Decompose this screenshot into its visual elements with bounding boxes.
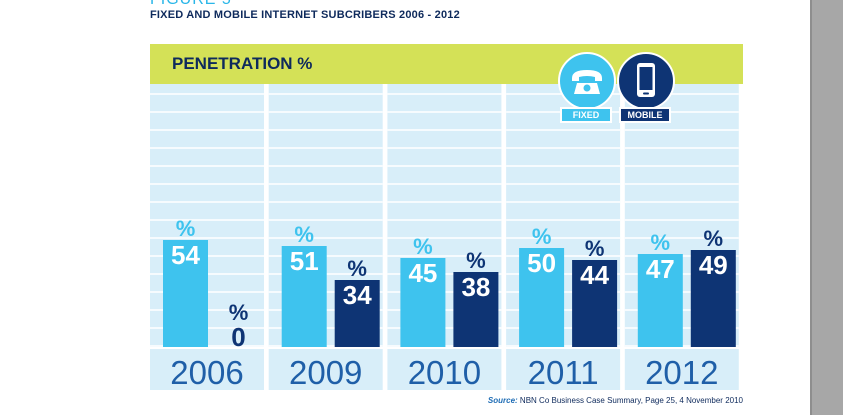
percent-sign-label: % (413, 234, 433, 259)
data-label: 54 (171, 240, 200, 270)
legend-fixed: FIXED (558, 52, 618, 124)
data-label: 49 (699, 250, 728, 280)
source-text: NBN Co Business Case Summary, Page 25, 4… (519, 396, 743, 405)
data-label: 47 (646, 254, 675, 284)
bar-mobile (572, 260, 618, 348)
data-label: 50 (527, 248, 556, 278)
data-label: 51 (290, 246, 319, 276)
legend-fixed-circle (558, 52, 616, 110)
percent-sign-label: % (347, 256, 367, 281)
percent-sign-label: % (651, 230, 671, 255)
bar-mobile (690, 250, 736, 348)
chart-header-title: PENETRATION % (172, 54, 313, 73)
legend-fixed-label: FIXED (560, 107, 612, 123)
percent-sign-label: % (585, 236, 605, 261)
bar-mobile (453, 272, 499, 348)
data-label: 44 (580, 260, 609, 290)
category-panel (624, 348, 739, 390)
x-tick-label: 2011 (528, 354, 599, 391)
data-label: 34 (343, 280, 372, 310)
category-panel (268, 348, 383, 390)
bar-mobile (334, 280, 380, 348)
percent-sign-label: % (466, 248, 486, 273)
legend-mobile-circle (617, 52, 675, 110)
page-frame-border (812, 0, 843, 415)
figure-label: FIGURE 5 (150, 0, 232, 9)
bar-fixed (400, 258, 446, 348)
source-note: Source: NBN Co Business Case Summary, Pa… (150, 396, 743, 405)
x-tick-label: 2009 (289, 354, 362, 391)
category-panel (150, 348, 264, 390)
percent-sign-label: % (176, 216, 196, 241)
bar-fixed (637, 254, 683, 348)
percent-sign-label: % (532, 224, 552, 249)
telephone-icon (572, 70, 602, 94)
percent-sign-label: % (294, 222, 314, 247)
percent-sign-label: % (229, 300, 249, 325)
bar-fixed (163, 240, 208, 348)
mobile-phone-icon (637, 63, 655, 97)
x-tick-label: 2010 (408, 354, 481, 391)
x-tick-label: 2006 (170, 354, 243, 391)
figure-title: FIXED AND MOBILE INTERNET SUBCRIBERS 200… (150, 9, 460, 21)
x-tick-label: 2012 (645, 354, 718, 391)
page-frame-edge (810, 0, 812, 415)
data-label: 38 (461, 272, 490, 302)
category-panel (387, 348, 502, 390)
data-label: 0 (231, 322, 245, 352)
data-label: 45 (408, 258, 437, 288)
legend-mobile: MOBILE (617, 52, 677, 124)
bar-fixed (281, 246, 327, 348)
bar-fixed (519, 248, 565, 348)
source-label: Source: (487, 396, 518, 405)
percent-sign-label: % (704, 226, 724, 251)
legend-mobile-label: MOBILE (619, 107, 671, 123)
category-panel (506, 348, 621, 390)
